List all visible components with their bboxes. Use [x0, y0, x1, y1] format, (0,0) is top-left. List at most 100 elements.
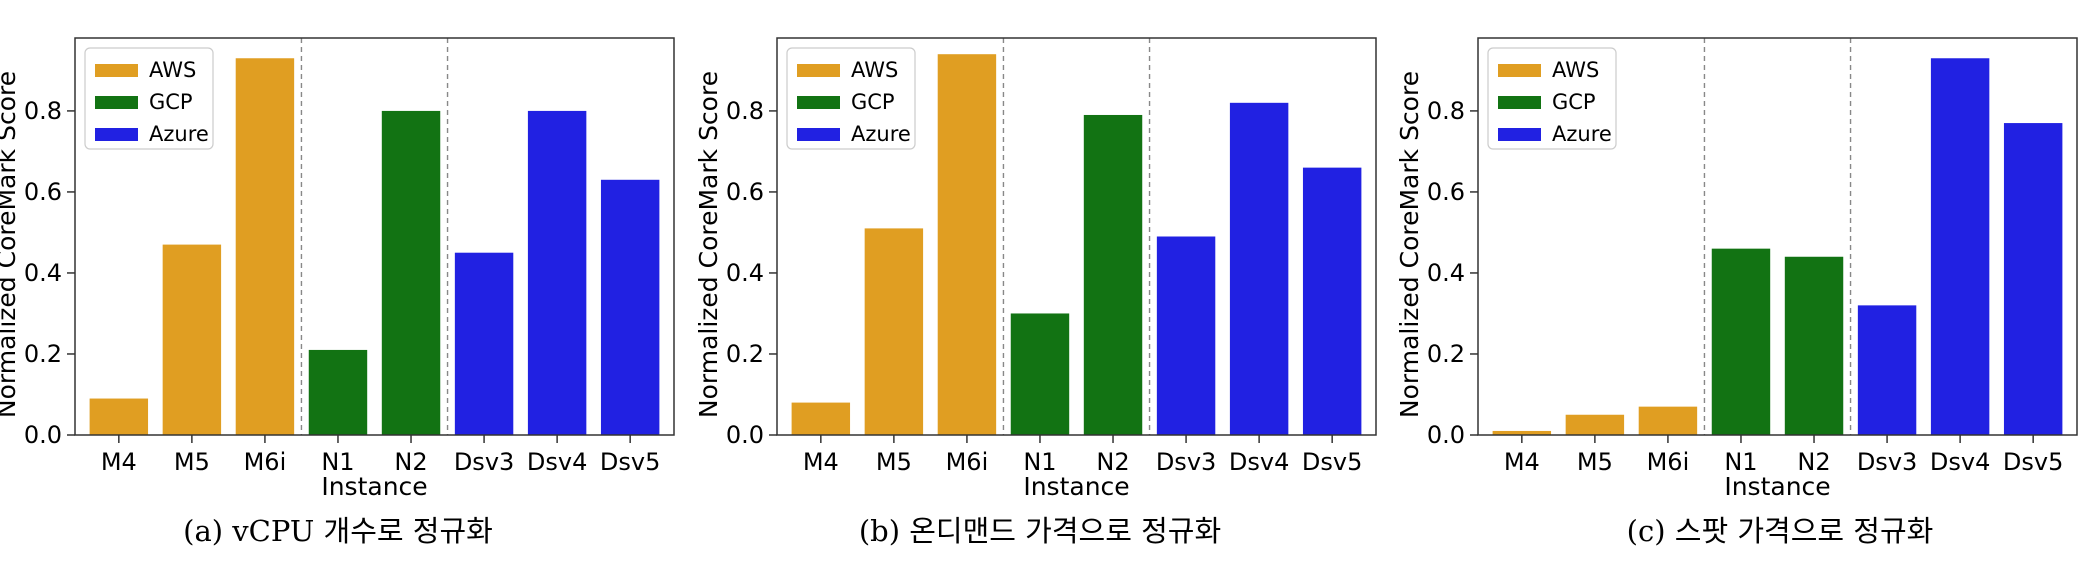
- y-tick-label: 0.0: [1427, 421, 1465, 449]
- x-tick-label: M5: [1577, 448, 1613, 476]
- x-tick-label: M4: [1504, 448, 1540, 476]
- y-axis-label: Normalized CoreMark Score: [1395, 71, 1424, 418]
- bar-dsv4: [1930, 58, 1990, 436]
- legend-swatch-gcp: [1498, 96, 1541, 109]
- y-tick-label: 0.4: [726, 259, 764, 287]
- legend-swatch-aws: [1498, 64, 1541, 77]
- x-tick-label: N2: [394, 448, 427, 476]
- legend: AWS GCP Azure: [786, 47, 916, 150]
- figure-caption: (b) 온디맨드 가격으로 정규화: [859, 514, 1221, 548]
- bar-n2: [1784, 256, 1844, 435]
- legend-swatch-gcp: [95, 96, 138, 109]
- legend-label-gcp: GCP: [149, 90, 193, 114]
- legend-label-aws: AWS: [149, 58, 196, 82]
- bar-m4: [791, 402, 851, 435]
- chart-panel-2: 0.0 0.2 0.4 0.6 0.8 M4 M5 M6i N1 N2 Dsv3 Dsv4 Dsv5 In…: [694, 37, 1377, 548]
- y-tick-label: 0.8: [726, 97, 764, 125]
- x-tick-label: M6i: [1647, 448, 1690, 476]
- bar-n1: [1711, 248, 1771, 435]
- x-tick-label: Dsv5: [600, 448, 660, 476]
- y-axis-label: Normalized CoreMark Score: [0, 71, 21, 418]
- x-axis-label: Instance: [1023, 472, 1129, 501]
- y-tick-label: 0.0: [24, 421, 62, 449]
- x-tick-label: M4: [101, 448, 137, 476]
- x-tick-label: Dsv5: [1302, 448, 1362, 476]
- legend: AWS GCP Azure: [1487, 47, 1617, 150]
- legend-swatch-aws: [797, 64, 840, 77]
- bar-dsv3: [1857, 305, 1917, 435]
- x-tick-label: M6i: [244, 448, 287, 476]
- x-tick-label: M5: [876, 448, 912, 476]
- bar-m4: [1492, 430, 1552, 435]
- y-tick-label: 0.6: [24, 178, 62, 206]
- bar-n2: [1083, 114, 1143, 435]
- x-tick-label: Dsv4: [1930, 448, 1990, 476]
- x-tick-label: N1: [1023, 448, 1056, 476]
- y-tick-label: 0.2: [1427, 340, 1465, 368]
- bar-n1: [308, 349, 368, 435]
- x-tick-label: M6i: [946, 448, 989, 476]
- bar-dsv4: [527, 110, 587, 435]
- y-tick-label: 0.4: [24, 259, 62, 287]
- plot-frame: [776, 37, 1377, 436]
- x-tick-label: N2: [1096, 448, 1129, 476]
- y-tick-label: 0.8: [1427, 97, 1465, 125]
- y-tick-label: 0.6: [726, 178, 764, 206]
- bar-m5: [162, 244, 222, 435]
- y-tick-label: 0.0: [726, 421, 764, 449]
- bar-n1: [1010, 313, 1070, 435]
- plot-frame: [1477, 37, 2078, 436]
- bar-m6i: [1638, 406, 1698, 435]
- bar-dsv5: [1302, 167, 1362, 435]
- bar-dsv5: [2003, 123, 2063, 436]
- x-axis-label: Instance: [321, 472, 427, 501]
- figure-caption: (a) vCPU 개수로 정규화: [183, 514, 493, 548]
- y-tick-label: 0.6: [1427, 178, 1465, 206]
- y-axis-label: Normalized CoreMark Score: [694, 71, 723, 418]
- x-tick-label: Dsv3: [1156, 448, 1216, 476]
- legend-label-gcp: GCP: [1552, 90, 1596, 114]
- legend-label-azure: Azure: [149, 122, 209, 146]
- bar-m6i: [937, 54, 997, 436]
- legend-swatch-azure: [797, 128, 840, 141]
- legend-swatch-aws: [95, 64, 138, 77]
- x-tick-label: N2: [1797, 448, 1830, 476]
- y-tick-label: 0.8: [24, 97, 62, 125]
- x-tick-label: Dsv3: [1857, 448, 1917, 476]
- bar-dsv3: [454, 252, 514, 435]
- x-tick-label: N1: [1724, 448, 1757, 476]
- chart-panel-3: 0.0 0.2 0.4 0.6 0.8 M4 M5 M6i N1 N2 Dsv3 Dsv4 Dsv5 In…: [1395, 37, 2078, 548]
- x-tick-label: Dsv3: [454, 448, 514, 476]
- chart-panel-1: 0.0 0.2 0.4 0.6 0.8 M4 M5 M6i N1 N2 Dsv3 Dsv4 Dsv5 In…: [0, 37, 675, 548]
- bar-n2: [381, 110, 441, 435]
- bar-m6i: [235, 58, 295, 436]
- x-tick-label: Dsv5: [2003, 448, 2063, 476]
- legend-swatch-azure: [95, 128, 138, 141]
- x-tick-label: N1: [321, 448, 354, 476]
- legend-label-azure: Azure: [851, 122, 911, 146]
- legend-label-azure: Azure: [1552, 122, 1612, 146]
- bar-dsv4: [1229, 102, 1289, 435]
- x-tick-label: M5: [174, 448, 210, 476]
- figure-caption: (c) 스팟 가격으로 정규화: [1627, 514, 1934, 548]
- legend: AWS GCP Azure: [84, 47, 214, 150]
- bar-m5: [864, 228, 924, 435]
- y-tick-label: 0.2: [24, 340, 62, 368]
- legend-label-gcp: GCP: [851, 90, 895, 114]
- y-tick-label: 0.4: [1427, 259, 1465, 287]
- y-tick-label: 0.2: [726, 340, 764, 368]
- bar-m5: [1565, 414, 1625, 435]
- plot-frame: [74, 37, 675, 436]
- legend-label-aws: AWS: [851, 58, 898, 82]
- bar-m4: [89, 398, 149, 435]
- x-axis-label: Instance: [1724, 472, 1830, 501]
- legend-label-aws: AWS: [1552, 58, 1599, 82]
- legend-swatch-azure: [1498, 128, 1541, 141]
- legend-swatch-gcp: [797, 96, 840, 109]
- x-tick-label: Dsv4: [527, 448, 587, 476]
- bar-dsv5: [600, 179, 660, 435]
- bar-dsv3: [1156, 236, 1216, 435]
- x-tick-label: M4: [803, 448, 839, 476]
- x-tick-label: Dsv4: [1229, 448, 1289, 476]
